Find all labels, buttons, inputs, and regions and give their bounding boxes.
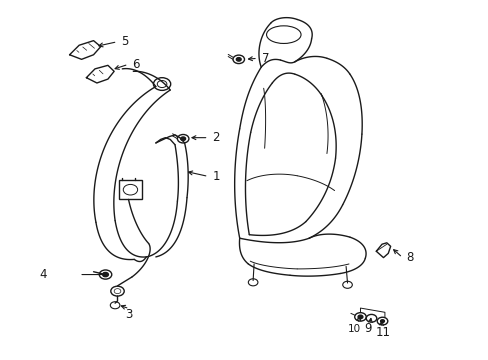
Circle shape bbox=[236, 58, 241, 61]
Circle shape bbox=[357, 315, 362, 319]
Text: 7: 7 bbox=[261, 52, 269, 65]
Text: 2: 2 bbox=[212, 131, 220, 144]
Text: 6: 6 bbox=[132, 58, 140, 71]
Circle shape bbox=[102, 273, 108, 277]
Text: 8: 8 bbox=[406, 251, 413, 264]
Text: 5: 5 bbox=[121, 35, 128, 48]
Text: 11: 11 bbox=[375, 326, 390, 339]
Circle shape bbox=[181, 137, 185, 140]
Text: 3: 3 bbox=[124, 308, 132, 321]
FancyBboxPatch shape bbox=[119, 180, 142, 199]
Circle shape bbox=[380, 320, 384, 323]
Text: 10: 10 bbox=[347, 324, 361, 334]
Text: 9: 9 bbox=[364, 323, 371, 336]
Text: 1: 1 bbox=[212, 170, 220, 183]
Text: 4: 4 bbox=[39, 268, 46, 281]
